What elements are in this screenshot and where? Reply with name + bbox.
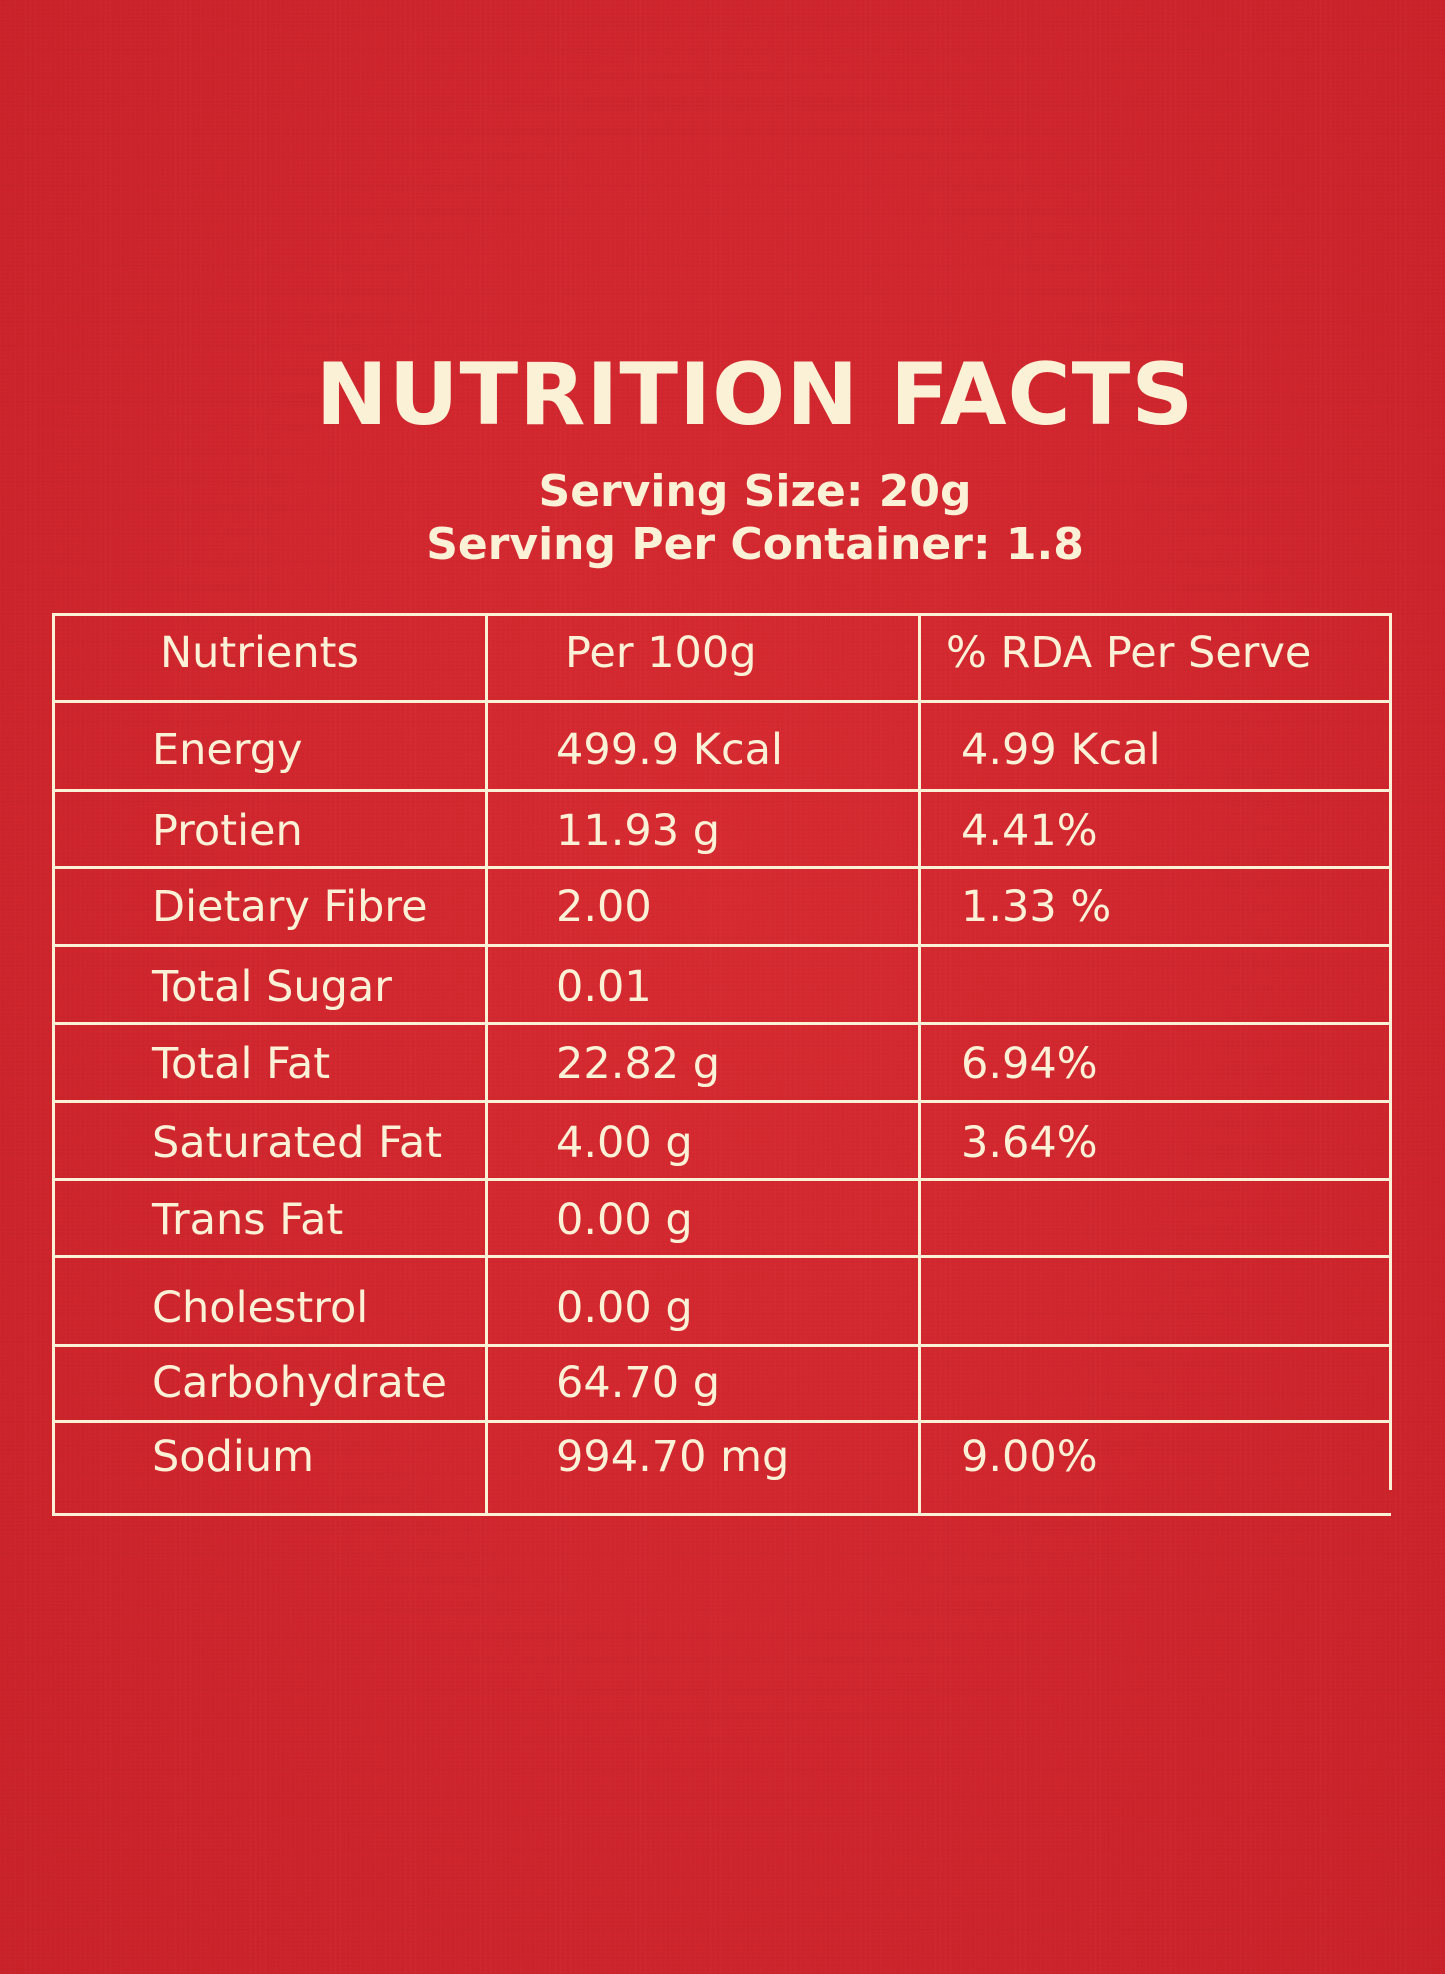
nutrient-rda: 9.00% (961, 1432, 1098, 1482)
table-line (52, 1255, 1391, 1258)
header-nutrients: Nutrients (160, 628, 359, 678)
table-line (485, 613, 488, 1516)
nutrient-name: Energy (152, 725, 303, 775)
nutrient-per-100g: 22.82 g (556, 1039, 721, 1089)
nutrient-per-100g: 2.00 (556, 882, 652, 932)
table-line (52, 613, 1391, 616)
table-line (52, 866, 1391, 869)
nutrient-rda: 4.41% (961, 806, 1098, 856)
table-line (52, 1344, 1391, 1347)
nutrient-per-100g: 0.01 (556, 962, 652, 1012)
table-line (52, 789, 1391, 792)
table-line (1389, 613, 1392, 1490)
nutrient-per-100g: 994.70 mg (556, 1432, 790, 1482)
servings-per-container: Serving Per Container: 1.8 (426, 519, 1084, 570)
table-line (52, 944, 1391, 947)
nutrient-per-100g: 0.00 g (556, 1283, 693, 1333)
nutrient-per-100g: 0.00 g (556, 1195, 693, 1245)
nutrient-name: Total Sugar (152, 962, 392, 1012)
nutrient-rda: 4.99 Kcal (961, 725, 1161, 775)
nutrient-per-100g: 499.9 Kcal (556, 725, 783, 775)
nutrient-per-100g: 64.70 g (556, 1358, 721, 1408)
table-line (52, 613, 55, 1516)
table-line (52, 1513, 1391, 1516)
nutrient-name: Dietary Fibre (152, 882, 428, 932)
nutrient-name: Carbohydrate (152, 1358, 447, 1408)
table-line (52, 1022, 1391, 1025)
nutrient-rda: 6.94% (961, 1039, 1098, 1089)
table-line (52, 700, 1391, 703)
header-rda-per-serve: % RDA Per Serve (946, 628, 1312, 678)
serving-size: Serving Size: 20g (538, 466, 972, 517)
nutrient-name: Trans Fat (152, 1195, 344, 1245)
table-line (918, 613, 921, 1516)
table-line (52, 1100, 1391, 1103)
nutrient-rda: 3.64% (961, 1118, 1098, 1168)
nutrient-per-100g: 11.93 g (556, 806, 721, 856)
nutrient-name: Sodium (152, 1432, 314, 1482)
nutrient-name: Protien (152, 806, 303, 856)
table-line (52, 1178, 1391, 1181)
nutrient-name: Total Fat (152, 1039, 331, 1089)
header-per-100g: Per 100g (565, 628, 757, 678)
nutrient-per-100g: 4.00 g (556, 1118, 693, 1168)
nutrient-name: Saturated Fat (152, 1118, 443, 1168)
nutrient-rda: 1.33 % (961, 882, 1112, 932)
page-title: NUTRITION FACTS (315, 345, 1195, 445)
nutrient-name: Cholestrol (152, 1283, 369, 1333)
table-line (52, 1420, 1391, 1423)
